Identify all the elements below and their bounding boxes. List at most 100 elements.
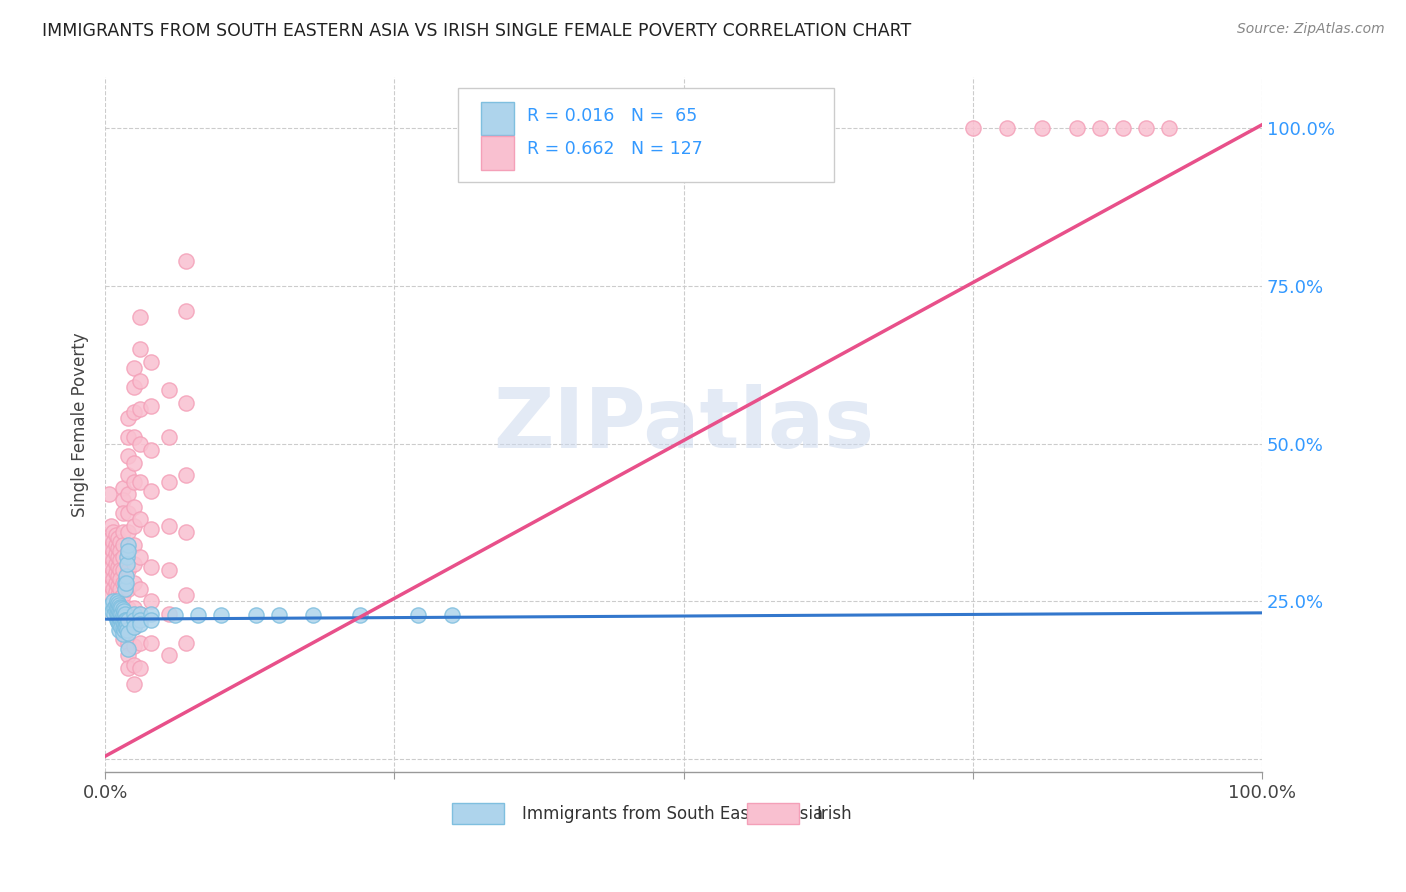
- Point: [117, 430, 139, 444]
- Text: IMMIGRANTS FROM SOUTH EASTERN ASIA VS IRISH SINGLE FEMALE POVERTY CORRELATION CH: IMMIGRANTS FROM SOUTH EASTERN ASIA VS IR…: [42, 22, 911, 40]
- Point: [441, 608, 464, 623]
- Point: [110, 573, 132, 587]
- Point: [129, 635, 152, 649]
- Point: [117, 620, 139, 634]
- Point: [107, 602, 129, 616]
- Point: [110, 618, 132, 632]
- Point: [129, 401, 152, 416]
- Point: [107, 608, 129, 623]
- Point: [110, 534, 132, 549]
- Point: [117, 641, 139, 656]
- Point: [1159, 120, 1181, 135]
- FancyBboxPatch shape: [453, 803, 505, 824]
- Point: [100, 579, 122, 593]
- Point: [122, 620, 145, 634]
- Point: [112, 623, 135, 637]
- Point: [1066, 120, 1088, 135]
- Point: [111, 600, 134, 615]
- Point: [129, 436, 152, 450]
- Point: [117, 544, 139, 558]
- Point: [117, 626, 139, 640]
- Point: [115, 616, 138, 631]
- Point: [122, 600, 145, 615]
- Point: [100, 541, 122, 555]
- Point: [104, 557, 127, 571]
- Point: [110, 607, 132, 621]
- Point: [100, 559, 122, 574]
- Point: [100, 550, 122, 565]
- Point: [115, 550, 138, 565]
- Point: [1135, 120, 1157, 135]
- Point: [129, 661, 152, 675]
- Point: [111, 575, 134, 590]
- Point: [117, 538, 139, 552]
- Point: [107, 550, 129, 565]
- Point: [122, 620, 145, 634]
- Point: [111, 602, 134, 616]
- Point: [100, 598, 122, 612]
- Point: [104, 598, 127, 612]
- Point: [111, 550, 134, 565]
- Point: [103, 544, 125, 558]
- Point: [111, 588, 134, 602]
- Point: [111, 506, 134, 520]
- Point: [129, 512, 152, 526]
- Text: Source: ZipAtlas.com: Source: ZipAtlas.com: [1237, 22, 1385, 37]
- Point: [129, 607, 152, 621]
- Point: [107, 541, 129, 555]
- Point: [111, 632, 134, 647]
- Point: [117, 544, 139, 558]
- Point: [1031, 120, 1053, 135]
- Point: [114, 575, 136, 590]
- Point: [302, 608, 325, 623]
- Point: [111, 563, 134, 577]
- Point: [112, 616, 135, 631]
- Point: [104, 604, 127, 618]
- Point: [107, 579, 129, 593]
- Point: [129, 607, 152, 621]
- Point: [115, 614, 138, 628]
- Point: [111, 481, 134, 495]
- Point: [103, 573, 125, 587]
- Point: [105, 600, 128, 615]
- Point: [129, 342, 152, 356]
- Point: [122, 518, 145, 533]
- Point: [122, 430, 145, 444]
- Point: [108, 616, 131, 631]
- Point: [117, 661, 139, 675]
- Point: [107, 532, 129, 546]
- Point: [103, 607, 125, 621]
- Point: [174, 395, 197, 409]
- Point: [157, 430, 180, 444]
- Point: [111, 621, 134, 635]
- Point: [129, 374, 152, 388]
- Point: [141, 522, 163, 536]
- Point: [111, 614, 134, 628]
- Point: [157, 518, 180, 533]
- Point: [122, 475, 145, 489]
- FancyBboxPatch shape: [481, 102, 513, 135]
- Point: [111, 623, 134, 637]
- Point: [110, 614, 132, 628]
- Point: [100, 569, 122, 583]
- Point: [122, 639, 145, 653]
- Point: [110, 606, 132, 620]
- Text: ZIPatlas: ZIPatlas: [494, 384, 875, 466]
- Point: [349, 608, 371, 623]
- Point: [100, 532, 122, 546]
- Point: [104, 528, 127, 542]
- Point: [103, 600, 125, 615]
- Point: [157, 475, 180, 489]
- FancyBboxPatch shape: [458, 87, 834, 182]
- Point: [1088, 120, 1111, 135]
- Point: [129, 582, 152, 596]
- Point: [117, 450, 139, 464]
- Point: [187, 608, 209, 623]
- Point: [245, 608, 267, 623]
- Point: [157, 607, 180, 621]
- FancyBboxPatch shape: [747, 803, 799, 824]
- Point: [108, 610, 131, 624]
- Point: [111, 608, 134, 623]
- Point: [104, 575, 127, 590]
- Point: [141, 614, 163, 628]
